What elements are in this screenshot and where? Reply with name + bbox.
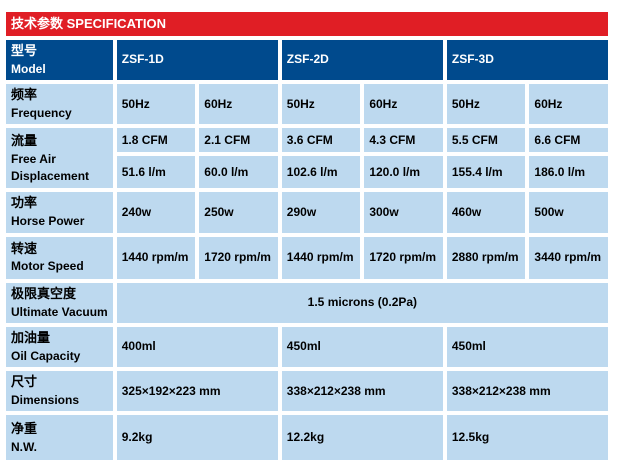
- oil-value-cell: 450ml: [446, 326, 608, 368]
- flow-cfm-row: 流量 Free Air Displacement 1.8 CFM 2.1 CFM…: [6, 128, 608, 189]
- spec-table: 技术参数 SPECIFICATION 型号 Model ZSF-1D ZSF-2…: [2, 8, 612, 460]
- model-name-cell: ZSF-3D: [446, 40, 608, 81]
- flow-lpm-row: 51.6 l/m 60.0 l/m 102.6 l/m 120.0 l/m 15…: [6, 156, 608, 189]
- oil-label-cell: 加油量 Oil Capacity: [6, 326, 113, 368]
- oil-row: 加油量 Oil Capacity 400ml 450ml 450ml: [6, 326, 608, 368]
- frequency-value-cell: 50Hz: [446, 84, 526, 125]
- oil-value-cell: 450ml: [281, 326, 443, 368]
- table-title-row: 技术参数 SPECIFICATION: [6, 12, 608, 36]
- flow-cfm-cell: 4.3 CFM: [364, 128, 443, 153]
- frequency-label-en: Frequency: [11, 106, 72, 121]
- model-label-en: Model: [11, 61, 46, 76]
- flow-lpm-cell: 102.6 l/m: [281, 156, 361, 189]
- model-name-cell: ZSF-2D: [281, 40, 443, 81]
- dimensions-value-cell: 338×212×238 mm: [281, 371, 443, 412]
- weight-value-cell: 12.5kg: [446, 415, 608, 460]
- weight-value-cell: 9.2kg: [116, 415, 278, 460]
- weight-label-cell: 净重 N.W.: [6, 415, 113, 460]
- dimensions-row: 尺寸 Dimensions 325×192×223 mm 338×212×238…: [6, 371, 608, 412]
- vacuum-label-cell: 极限真空度 Ultimate Vacuum: [6, 282, 113, 323]
- frequency-value-cell: 50Hz: [116, 84, 196, 125]
- power-value-cell: 500w: [529, 192, 608, 233]
- weight-label-en: N.W.: [11, 439, 37, 454]
- flow-cfm-cell: 1.8 CFM: [116, 128, 196, 153]
- speed-value-cell: 1720 rpm/m: [364, 236, 443, 279]
- power-value-cell: 250w: [199, 192, 278, 233]
- speed-value-cell: 2880 rpm/m: [446, 236, 526, 279]
- flow-label-zh: 流量: [11, 132, 38, 148]
- frequency-value-cell: 50Hz: [281, 84, 361, 125]
- speed-row: 转速 Motor Speed 1440 rpm/m 1720 rpm/m 144…: [6, 236, 608, 279]
- flow-label-en: Free Air Displacement: [11, 151, 90, 183]
- frequency-row: 频率 Frequency 50Hz 60Hz 50Hz 60Hz 50Hz 60…: [6, 84, 608, 125]
- frequency-value-cell: 60Hz: [364, 84, 443, 125]
- power-value-cell: 460w: [446, 192, 526, 233]
- model-row: 型号 Model ZSF-1D ZSF-2D ZSF-3D: [6, 40, 608, 81]
- flow-label-cell: 流量 Free Air Displacement: [6, 128, 113, 189]
- weight-label-zh: 净重: [11, 420, 38, 436]
- flow-lpm-cell: 186.0 l/m: [529, 156, 608, 189]
- power-value-cell: 290w: [281, 192, 361, 233]
- weight-row: 净重 N.W. 9.2kg 12.2kg 12.5kg: [6, 415, 608, 460]
- oil-label-en: Oil Capacity: [11, 348, 81, 363]
- dimensions-label-en: Dimensions: [11, 393, 80, 408]
- frequency-value-cell: 60Hz: [529, 84, 608, 125]
- model-label-cell: 型号 Model: [6, 40, 113, 81]
- speed-label-en: Motor Speed: [11, 259, 84, 274]
- frequency-label-cell: 频率 Frequency: [6, 84, 113, 125]
- frequency-value-cell: 60Hz: [199, 84, 278, 125]
- vacuum-value-cell: 1.5 microns (0.2Pa): [116, 282, 608, 323]
- frequency-label-zh: 频率: [11, 87, 38, 103]
- flow-lpm-cell: 155.4 l/m: [446, 156, 526, 189]
- flow-cfm-cell: 5.5 CFM: [446, 128, 526, 153]
- flow-cfm-cell: 6.6 CFM: [529, 128, 608, 153]
- vacuum-label-zh: 极限真空度: [11, 285, 77, 301]
- power-label-en: Horse Power: [11, 214, 85, 229]
- speed-value-cell: 3440 rpm/m: [529, 236, 608, 279]
- power-value-cell: 300w: [364, 192, 443, 233]
- model-name-cell: ZSF-1D: [116, 40, 278, 81]
- speed-value-cell: 1440 rpm/m: [281, 236, 361, 279]
- dimensions-label-zh: 尺寸: [11, 374, 38, 390]
- table-title: 技术参数 SPECIFICATION: [6, 12, 608, 36]
- dimensions-value-cell: 325×192×223 mm: [116, 371, 278, 412]
- speed-value-cell: 1720 rpm/m: [199, 236, 278, 279]
- flow-lpm-cell: 120.0 l/m: [364, 156, 443, 189]
- vacuum-label-en: Ultimate Vacuum: [11, 304, 108, 319]
- flow-lpm-cell: 60.0 l/m: [199, 156, 278, 189]
- flow-cfm-cell: 2.1 CFM: [199, 128, 278, 153]
- power-value-cell: 240w: [116, 192, 196, 233]
- oil-value-cell: 400ml: [116, 326, 278, 368]
- speed-label-cell: 转速 Motor Speed: [6, 236, 113, 279]
- flow-cfm-cell: 3.6 CFM: [281, 128, 361, 153]
- vacuum-row: 极限真空度 Ultimate Vacuum 1.5 microns (0.2Pa…: [6, 282, 608, 323]
- power-label-zh: 功率: [11, 195, 38, 211]
- dimensions-label-cell: 尺寸 Dimensions: [6, 371, 113, 412]
- power-label-cell: 功率 Horse Power: [6, 192, 113, 233]
- flow-lpm-cell: 51.6 l/m: [116, 156, 196, 189]
- model-label-zh: 型号: [11, 43, 38, 58]
- speed-value-cell: 1440 rpm/m: [116, 236, 196, 279]
- power-row: 功率 Horse Power 240w 250w 290w 300w 460w …: [6, 192, 608, 233]
- dimensions-value-cell: 338×212×238 mm: [446, 371, 608, 412]
- weight-value-cell: 12.2kg: [281, 415, 443, 460]
- speed-label-zh: 转速: [11, 240, 38, 256]
- oil-label-zh: 加油量: [11, 329, 51, 345]
